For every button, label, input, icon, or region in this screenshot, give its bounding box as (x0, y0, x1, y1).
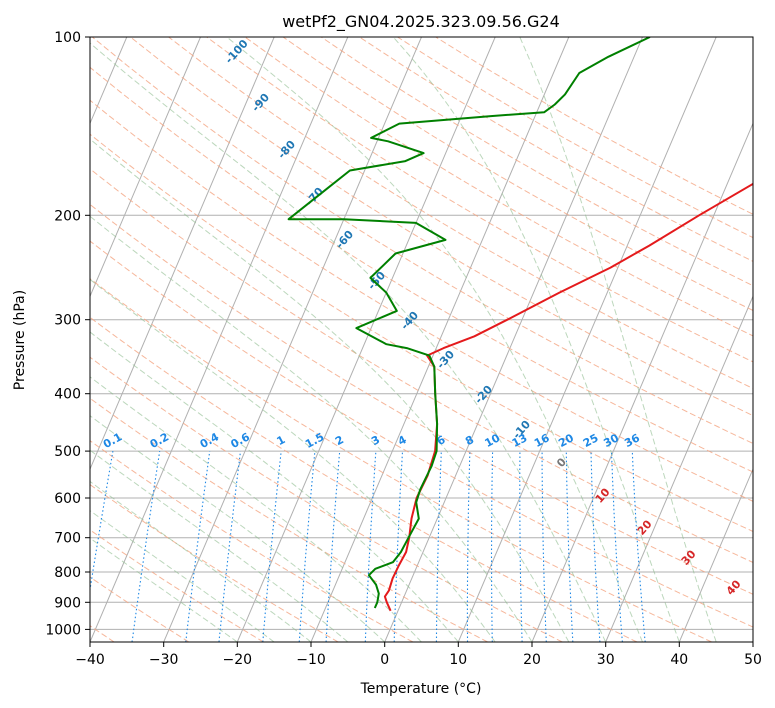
mixing-ratio-label: 30 (601, 431, 621, 450)
moist-adiabat (519, 37, 717, 642)
dry-adiabat (90, 483, 339, 642)
y-tick-label: 600 (54, 491, 81, 507)
y-tick-label: 800 (54, 565, 81, 581)
x-tick-label: −10 (296, 652, 326, 668)
x-axis: −40 −30 −20 −10 0 10 20 30 40 50 (75, 642, 762, 668)
y-axis: 1000 900 800 700 600 500 400 300 200 100 (45, 30, 90, 638)
moist-adiabat (90, 138, 570, 642)
y-tick-label: 500 (54, 444, 81, 460)
dry-adiabat (90, 168, 753, 564)
mixing-ratio-line (298, 451, 316, 642)
dry-adiabat (90, 203, 753, 595)
moist-adiabat (90, 376, 422, 642)
isotherm-gridline (678, 467, 753, 642)
isotherm-gridline (531, 122, 753, 642)
mixing-ratio-label: 36 (622, 431, 642, 450)
dry-adiabat (90, 240, 753, 628)
x-tick-label: 30 (597, 652, 615, 668)
x-tick-label: 20 (523, 652, 541, 668)
moist-adiabat (392, 37, 680, 642)
x-tick-label: 10 (449, 652, 467, 668)
mixing-ratio-label: 25 (581, 431, 601, 450)
dry-adiabat (90, 66, 753, 473)
y-axis-title: Pressure (hPa) (12, 290, 28, 390)
dry-adiabat (206, 37, 753, 363)
mixing-ratio-label: 10 (483, 431, 503, 450)
mixing-ratio-label: 20 (556, 431, 576, 450)
x-tick-label: −20 (223, 652, 253, 668)
x-tick-label: 40 (670, 652, 688, 668)
dry-adiabat (90, 316, 638, 642)
isotherm-gridline (90, 37, 201, 298)
isotherm-gridline (236, 37, 496, 642)
y-tick-label: 400 (54, 387, 81, 403)
mixing-ratio-label: 13 (510, 431, 530, 450)
plot-frame (89, 36, 754, 643)
dry-adiabat (90, 397, 488, 642)
moist-adiabat (90, 449, 349, 642)
mixing-ratio-line (262, 451, 282, 642)
y-tick-label: 900 (54, 595, 81, 611)
dry-adiabat (90, 576, 190, 642)
isotherm-gridline (90, 37, 275, 471)
y-tick-label: 700 (54, 531, 81, 547)
moist-adiabat (90, 537, 238, 642)
mixing-ratio-line (90, 451, 114, 593)
x-tick-label: 50 (744, 652, 762, 668)
y-tick-label: 100 (54, 30, 81, 46)
moist-adiabat (90, 480, 312, 642)
x-tick-label: −30 (149, 652, 179, 668)
dry-adiabat (90, 440, 414, 642)
mixing-ratio-label: 16 (532, 431, 552, 450)
x-tick-label: 0 (380, 652, 389, 668)
mixing-ratio-line (631, 451, 646, 642)
moist-adiabat (226, 37, 643, 642)
dry-adiabat (90, 356, 563, 642)
isotherm-gridline (163, 37, 422, 642)
background-lines (90, 37, 753, 642)
moist-adiabat (90, 278, 496, 642)
y-tick-label: 300 (54, 313, 81, 329)
isotherm-gridline (384, 37, 643, 642)
moist-adiabat (90, 42, 607, 642)
moist-adiabat (90, 415, 386, 642)
dry-adiabat (282, 37, 753, 312)
dewpoint-profile-line (287, 37, 651, 609)
profile-lines (287, 37, 753, 612)
dry-adiabat (90, 133, 753, 533)
chart-title: wetPf2_GN04.2025.323.09.56.G24 (282, 12, 560, 32)
x-tick-label: −40 (75, 652, 105, 668)
isotherm-gridline (457, 37, 717, 642)
y-tick-label: 1000 (45, 622, 81, 638)
isotherm-gridline (605, 295, 753, 642)
y-tick-label: 200 (54, 208, 81, 224)
mixing-ratio-line (218, 451, 242, 642)
x-axis-title: Temperature (°C) (360, 681, 482, 697)
mixing-ratio-line (185, 451, 211, 642)
moist-adiabat (90, 331, 459, 642)
mixing-ratio-line (131, 451, 161, 642)
moist-adiabat (90, 215, 533, 642)
dry-adiabat (130, 37, 753, 417)
temperature-profile-line (383, 182, 753, 612)
